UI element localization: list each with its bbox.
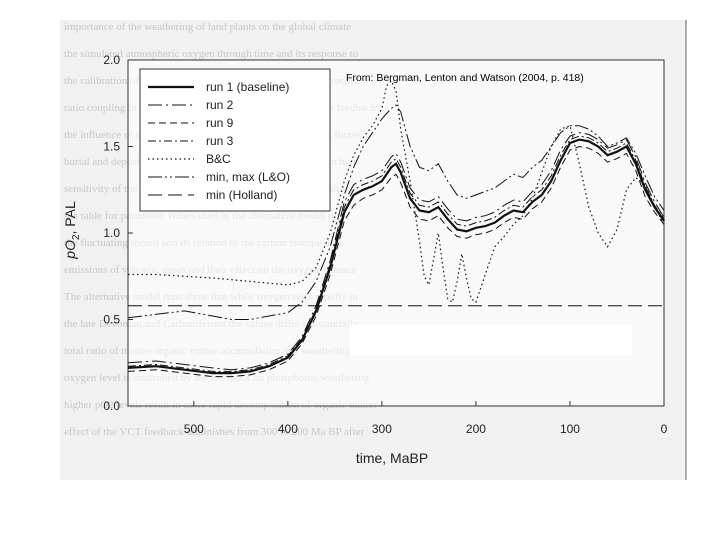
x-tick-label: 100	[560, 422, 580, 436]
series-run-9	[127, 145, 665, 378]
series-layer	[127, 79, 665, 378]
legend-label: run 9	[206, 116, 234, 130]
legend-label: run 2	[206, 98, 234, 112]
x-tick-label: 0	[661, 422, 668, 436]
legend-label: min, max (L&O)	[206, 170, 290, 184]
series-run-3	[127, 135, 665, 372]
x-axis-title: time, MaBP	[356, 450, 428, 466]
legend-label: min (Holland)	[206, 188, 277, 202]
series-run-2	[127, 132, 665, 371]
y-axis-title-main: pO	[62, 240, 78, 260]
x-tick-label: 300	[372, 422, 392, 436]
y-axis-title-rest: , PAL	[62, 201, 78, 234]
y-axis-title-subscript: 2	[71, 234, 82, 240]
y-tick-label: 1.0	[103, 226, 120, 240]
background-text-line: importance of the weathering of land pla…	[64, 21, 351, 33]
y-axis-title: pO2, PAL	[62, 201, 82, 260]
y-tick-label: 0.5	[103, 313, 120, 327]
chart-citation: From: Bergman, Lenton and Watson (2004, …	[346, 72, 584, 84]
legend: run 1 (baseline) run 2 run 9 run 3 B&C min, m…	[139, 68, 331, 212]
x-tick-label: 500	[184, 422, 204, 436]
legend-label: run 1 (baseline)	[206, 80, 289, 94]
x-tick-label: 400	[278, 422, 298, 436]
background-text-line: effect of the VCT feedback diminishes fr…	[64, 426, 365, 438]
y-tick-label: 2.0	[103, 53, 120, 67]
y-tick-label: 0.0	[103, 399, 120, 413]
legend-box	[139, 68, 331, 212]
svg-text:pO2, PAL: pO2, PAL	[62, 201, 82, 260]
scan-blank-patch	[350, 325, 632, 355]
series-run-1-baseline	[127, 138, 665, 375]
x-tick-label: 200	[466, 422, 486, 436]
legend-label: run 3	[206, 134, 234, 148]
background-text-line: the simulated atmospheric oxygen through…	[64, 48, 359, 60]
axis-layer: 500 400 300 200 100 0 0.0 0.5 1.0 1.5 2.0	[103, 53, 667, 436]
plot-area: 500 400 300 200 100 0 0.0 0.5 1.0 1.5 2.0 From: Be…	[62, 53, 668, 466]
y-tick-label: 1.5	[103, 140, 120, 154]
legend-label: B&C	[206, 152, 231, 166]
